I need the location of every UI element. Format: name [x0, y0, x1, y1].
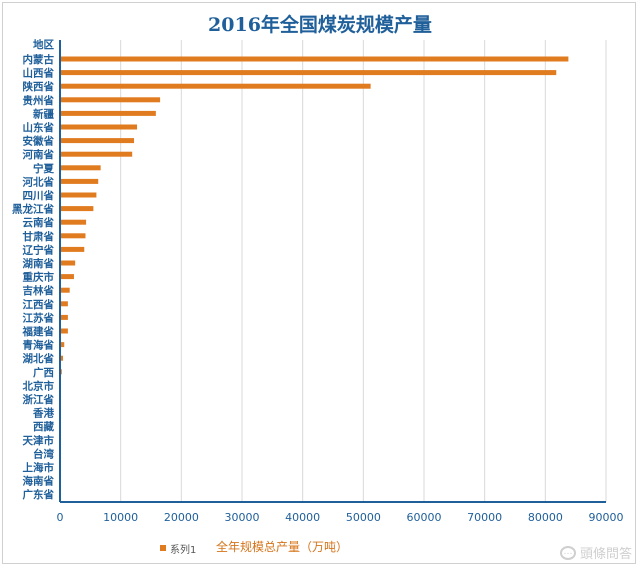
chart-title: 2016年全国煤炭规模产量 [208, 14, 432, 36]
bar [60, 260, 76, 266]
x-tick-label: 0 [57, 511, 64, 524]
watermark-text: 頭條問答 [579, 547, 632, 562]
category-label: 重庆市 [23, 271, 55, 284]
category-label: 香港 [32, 407, 54, 420]
category-label: 天津市 [23, 434, 55, 447]
watermark: … 頭條問答 [559, 543, 632, 562]
legend-swatch [160, 545, 166, 551]
bar [60, 233, 86, 239]
bar [60, 219, 87, 225]
category-label: 湖南省 [23, 257, 55, 270]
bar [60, 165, 101, 171]
bar [60, 274, 74, 280]
x-tick-label: 70000 [467, 511, 502, 524]
bar [60, 70, 557, 76]
bar [60, 124, 138, 130]
category-label: 江西省 [23, 298, 55, 311]
chat-bubble-icon: … [559, 545, 576, 560]
category-label: 新疆 [33, 107, 54, 120]
category-label: 甘肃省 [23, 230, 55, 243]
category-label: 浙江省 [23, 393, 55, 406]
category-label: 上海市 [23, 461, 55, 474]
category-label: 北京市 [23, 379, 55, 392]
category-header: 地区 [33, 38, 54, 51]
x-tick-label: 50000 [346, 511, 381, 524]
category-label: 广东省 [23, 488, 55, 501]
bar [60, 56, 569, 62]
category-label: 福建省 [22, 325, 55, 338]
bar [60, 110, 156, 116]
category-label: 黑龙江省 [12, 203, 54, 216]
bar [60, 178, 99, 184]
bar [60, 97, 161, 103]
bar [60, 342, 65, 348]
x-tick-label: 40000 [285, 511, 320, 524]
x-axis-title: 全年规模总产量（万吨） [216, 540, 349, 554]
category-label: 四川省 [23, 189, 55, 202]
category-label: 山东省 [23, 121, 55, 134]
category-label: 吉林省 [23, 284, 55, 297]
bar [60, 83, 371, 89]
category-label: 云南省 [23, 216, 55, 229]
x-tick-label: 30000 [225, 511, 260, 524]
category-label: 西藏 [33, 420, 54, 433]
bar [60, 301, 68, 307]
category-label: 江苏省 [23, 311, 55, 324]
category-label: 湖北省 [23, 352, 55, 365]
x-tick-label: 80000 [528, 511, 563, 524]
bar [60, 206, 94, 212]
x-tick-label: 10000 [103, 511, 138, 524]
category-label: 山西省 [23, 67, 55, 80]
category-label: 陕西省 [23, 80, 55, 93]
category-label: 台湾 [33, 447, 54, 460]
category-label: 广西 [33, 366, 54, 379]
category-label: 海南省 [23, 475, 55, 488]
bar [60, 151, 133, 157]
category-label: 辽宁省 [23, 243, 55, 256]
bar [60, 192, 97, 198]
category-label: 河北省 [23, 175, 55, 188]
legend: 系列1 [160, 538, 196, 558]
bar [60, 287, 70, 293]
bar [60, 138, 135, 144]
bar [60, 314, 68, 320]
legend-label: 系列1 [170, 544, 197, 556]
category-label: 贵州省 [23, 94, 55, 107]
category-label: 宁夏 [33, 162, 54, 175]
x-tick-label: 20000 [164, 511, 199, 524]
x-tick-label: 60000 [407, 511, 442, 524]
category-label: 青海省 [23, 339, 55, 352]
category-label: 内蒙古 [23, 53, 55, 66]
bar [60, 246, 85, 252]
x-tick-label: 90000 [589, 511, 624, 524]
category-label: 河南省 [23, 148, 55, 161]
bar [60, 328, 68, 334]
bar [60, 355, 64, 361]
category-label: 安徽省 [23, 135, 55, 148]
